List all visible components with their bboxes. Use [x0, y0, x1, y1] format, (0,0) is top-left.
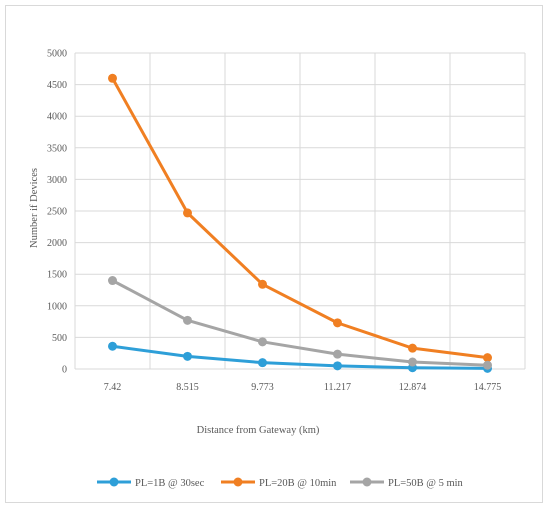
data-point: [108, 73, 117, 83]
x-tick-label: 14.775: [474, 382, 502, 393]
y-tick-label: 0: [62, 365, 67, 376]
series-line-2: [111, 76, 489, 360]
y-tick-label: 500: [52, 333, 67, 344]
y-tick-label: 5000: [47, 49, 67, 60]
legend-swatch-marker: [109, 477, 119, 487]
y-tick-label: 4000: [47, 112, 67, 123]
data-point: [108, 276, 117, 286]
x-axis-title: Distance from Gateway (km): [197, 425, 320, 436]
data-point: [108, 341, 117, 351]
x-tick-label: 7.42: [104, 382, 122, 393]
x-tick-label: 8.515: [176, 382, 199, 393]
data-point: [483, 353, 492, 363]
y-tick-label: 2500: [47, 207, 67, 218]
series-line-3: [111, 279, 489, 367]
series-group: [108, 73, 492, 373]
y-axis-ticks: 0 500 1000 1500 2000 2500 3000 3500 4000 4500 5000: [47, 49, 67, 376]
legend-label: PL=1B @ 30sec: [135, 478, 205, 489]
data-point: [333, 349, 342, 359]
chart-frame: [5, 5, 543, 503]
x-tick-label: 9.773: [251, 382, 274, 393]
data-point: [333, 361, 342, 371]
legend-label: PL=20B @ 10min: [259, 478, 337, 489]
data-point: [408, 357, 417, 367]
legend-swatch-marker: [233, 477, 243, 487]
data-point: [258, 337, 267, 347]
data-point: [183, 208, 192, 218]
legend-swatch-marker: [362, 477, 372, 487]
data-point: [183, 351, 192, 361]
x-tick-label: 12.874: [399, 382, 427, 393]
legend-label: PL=50B @ 5 min: [388, 478, 464, 489]
series-line-1: [111, 344, 489, 370]
data-point: [483, 360, 492, 370]
y-tick-label: 3500: [47, 143, 67, 154]
y-tick-label: 1500: [47, 270, 67, 281]
y-tick-label: 2000: [47, 238, 67, 249]
data-point: [333, 318, 342, 328]
y-axis-title: Number if Devices: [29, 168, 40, 248]
x-tick-label: 11.217: [324, 382, 351, 393]
x-axis-ticks: 7.42 8.515 9.773 11.217 12.874 14.775: [104, 382, 502, 393]
data-point: [258, 279, 267, 289]
y-tick-label: 4500: [47, 80, 67, 91]
data-point: [183, 315, 192, 325]
legend: PL=1B @ 30sec PL=20B @ 10min PL=50B @ 5 mi…: [97, 477, 464, 489]
data-point: [408, 343, 417, 353]
y-tick-label: 1000: [47, 301, 67, 312]
data-point: [258, 358, 267, 368]
gridlines: [74, 52, 526, 370]
y-tick-label: 3000: [47, 175, 67, 186]
